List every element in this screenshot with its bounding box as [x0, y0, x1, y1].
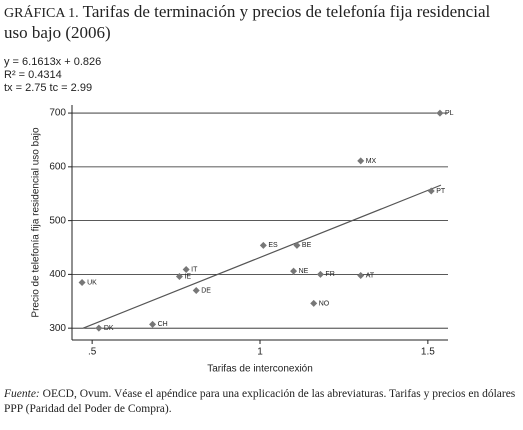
annotation: tx = 2.75 tc = 2.99	[4, 82, 92, 94]
point	[290, 267, 298, 275]
point-label: IT	[191, 266, 198, 273]
point-label: NO	[319, 300, 330, 307]
point	[182, 266, 190, 274]
x-tick-label: 1.5	[421, 347, 435, 358]
trend-line	[82, 184, 442, 329]
source-text: OECD, Ovum. Véase el apéndice para una e…	[4, 388, 516, 415]
point-label: DE	[201, 287, 211, 294]
y-axis-label: Precio de telefonía fija residencial uso…	[31, 127, 42, 318]
point-label: AT	[366, 272, 375, 279]
point	[259, 241, 267, 249]
point	[436, 109, 444, 117]
point-label: CH	[158, 321, 168, 328]
point	[78, 278, 86, 286]
point	[95, 324, 103, 332]
point	[293, 241, 301, 249]
point-label: PT	[436, 188, 446, 195]
x-tick-label: 1	[257, 347, 263, 358]
annotation: y = 6.1613x + 0.826	[4, 56, 101, 68]
y-tick-label: 700	[49, 108, 66, 119]
point-label: NE	[299, 268, 309, 275]
chart-title: Tarifas de terminación y precios de tele…	[4, 2, 491, 42]
y-tick-label: 600	[49, 161, 66, 172]
point	[310, 299, 318, 307]
point-label: FR	[325, 271, 334, 278]
y-tick-label: 300	[49, 323, 66, 334]
point	[149, 320, 157, 328]
y-tick-label: 400	[49, 269, 66, 280]
chart-label: GRÁFICA 1.	[4, 6, 79, 21]
point-label: DK	[104, 325, 114, 332]
point-label: BE	[302, 242, 312, 249]
x-axis-label: Tarifas de interconexión	[207, 364, 313, 375]
point	[357, 157, 365, 165]
point	[427, 187, 435, 195]
point-label: UK	[87, 279, 97, 286]
point	[357, 271, 365, 279]
point	[192, 287, 200, 295]
footnote: Fuente: OECD, Ovum. Véase el apéndice pa…	[4, 387, 519, 417]
annotation: R² = 0.4314	[4, 69, 62, 81]
title-block: GRÁFICA 1. Tarifas de terminación y prec…	[4, 2, 516, 42]
point-label: PL	[445, 110, 454, 117]
x-tick-label: .5	[88, 347, 97, 358]
point	[175, 273, 183, 281]
y-tick-label: 500	[49, 215, 66, 226]
source-label: Fuente:	[4, 388, 40, 400]
point	[316, 270, 324, 278]
point-label: ES	[268, 242, 278, 249]
point-label: MX	[366, 158, 377, 165]
point-label: IE	[184, 273, 191, 280]
